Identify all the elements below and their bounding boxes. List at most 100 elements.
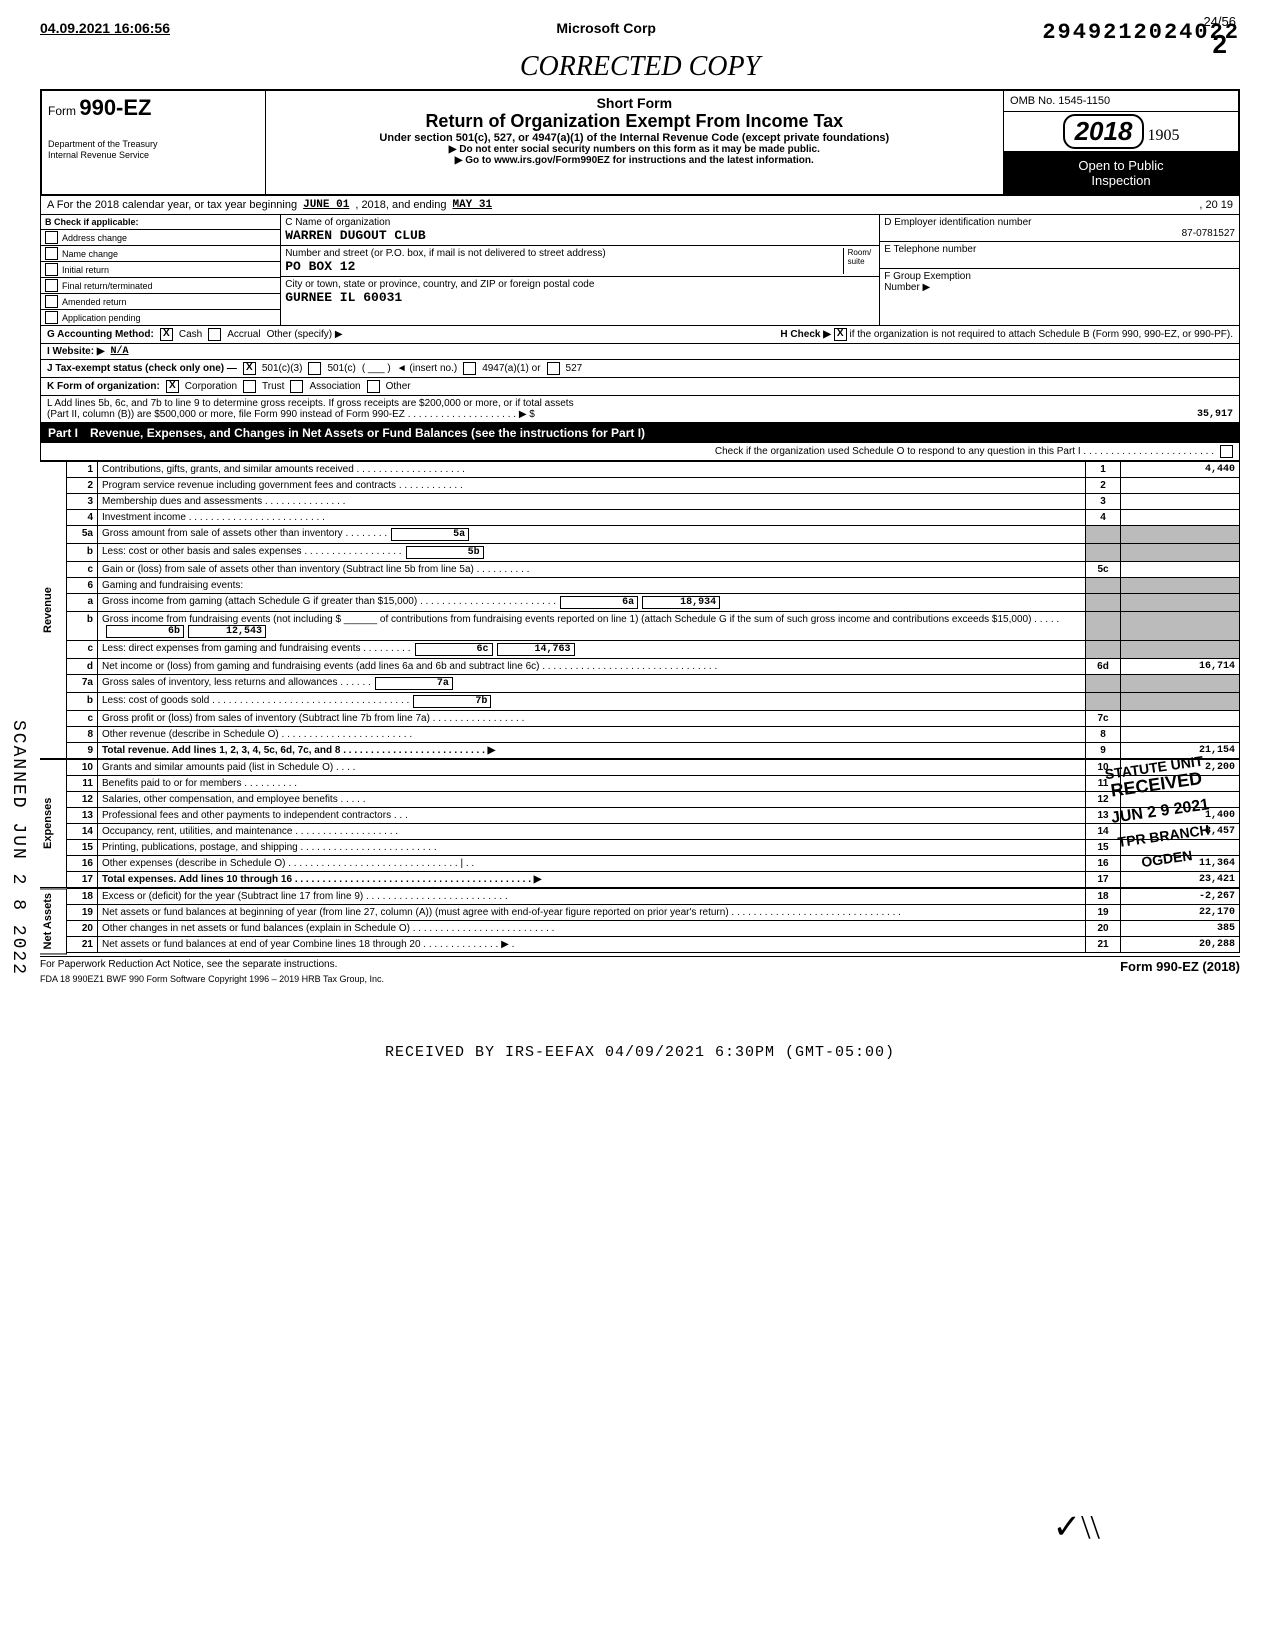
l6c-num: c xyxy=(67,641,98,659)
revenue-table: 1Contributions, gifts, grants, and simil… xyxy=(67,461,1240,759)
form-note2: ▶ Go to www.irs.gov/Form990EZ for instru… xyxy=(272,155,997,166)
l6d-num: d xyxy=(67,659,98,675)
chk-final-return[interactable] xyxy=(45,279,58,292)
l5a-num: 5a xyxy=(67,526,98,544)
l4-num: 4 xyxy=(67,510,98,526)
l6c-val: 14,763 xyxy=(497,643,575,656)
l5c-num: c xyxy=(67,562,98,578)
l6a-val: 18,934 xyxy=(642,596,720,609)
l10-desc: Grants and similar amounts paid (list in… xyxy=(98,760,1086,776)
chk-address-change[interactable] xyxy=(45,231,58,244)
l6b-amt xyxy=(1121,612,1240,641)
form-prefix: Form xyxy=(48,104,76,118)
l7b-amt xyxy=(1121,693,1240,711)
l7a-amt xyxy=(1121,675,1240,693)
l6-amt xyxy=(1121,578,1240,594)
l1-amt: 4,440 xyxy=(1121,462,1240,478)
l18-num: 18 xyxy=(67,889,98,905)
l8-col: 8 xyxy=(1086,727,1121,743)
box-b-header: B Check if applicable: xyxy=(41,215,280,230)
row-k-label: K Form of organization: xyxy=(47,381,160,392)
lbl-501c3: 501(c)(3) xyxy=(262,363,303,374)
chk-other-org[interactable] xyxy=(367,380,380,393)
row-a-prefix: A For the 2018 calendar year, or tax yea… xyxy=(47,199,297,211)
l6-num: 6 xyxy=(67,578,98,594)
l14-num: 14 xyxy=(67,824,98,840)
chk-schedule-b[interactable]: X xyxy=(834,328,847,341)
l3-amt xyxy=(1121,494,1240,510)
l6b-desc: Gross income from fundraising events (no… xyxy=(98,612,1086,641)
chk-corp[interactable]: X xyxy=(166,380,179,393)
l18-desc: Excess or (deficit) for the year (Subtra… xyxy=(98,889,1086,905)
l6a-box: 6a xyxy=(560,596,638,609)
lbl-address-change: Address change xyxy=(62,233,127,243)
irs-eefax-footer: RECEIVED BY IRS-EEFAX 04/09/2021 6:30PM … xyxy=(40,1044,1240,1061)
chk-527[interactable] xyxy=(547,362,560,375)
row-j-label: J Tax-exempt status (check only one) — xyxy=(47,363,237,374)
box-c-label: C Name of organization xyxy=(285,217,390,228)
l6a-num: a xyxy=(67,594,98,612)
l7c-amt xyxy=(1121,711,1240,727)
part1-label: Part I xyxy=(48,426,78,440)
l21-num: 21 xyxy=(67,937,98,953)
chk-trust[interactable] xyxy=(243,380,256,393)
l1-desc: Contributions, gifts, grants, and simila… xyxy=(98,462,1086,478)
l12-num: 12 xyxy=(67,792,98,808)
gross-receipts: 35,917 xyxy=(1197,409,1233,420)
lbl-name-change: Name change xyxy=(62,249,118,259)
l11-num: 11 xyxy=(67,776,98,792)
l7b-col xyxy=(1086,693,1121,711)
chk-501c[interactable] xyxy=(308,362,321,375)
chk-application-pending[interactable] xyxy=(45,311,58,324)
l6c-amt xyxy=(1121,641,1240,659)
form-subtitle: Under section 501(c), 527, or 4947(a)(1)… xyxy=(272,132,997,144)
l7a-desc: Gross sales of inventory, less returns a… xyxy=(98,675,1086,693)
l7a-box: 7a xyxy=(375,677,453,690)
chk-amended-return[interactable] xyxy=(45,295,58,308)
l5b-amt xyxy=(1121,544,1240,562)
l13-desc: Professional fees and other payments to … xyxy=(98,808,1086,824)
l19-desc: Net assets or fund balances at beginning… xyxy=(98,905,1086,921)
received-stamp: STATUTE UNIT RECEIVED JUN 2 9 2021 TPR B… xyxy=(1104,754,1217,874)
chk-cash[interactable]: X xyxy=(160,328,173,341)
corrected-copy-stamp: CORRECTED COPY xyxy=(40,51,1240,83)
chk-501c3[interactable]: X xyxy=(243,362,256,375)
chk-accrual[interactable] xyxy=(208,328,221,341)
l5b-box: 5b xyxy=(406,546,484,559)
org-address: PO BOX 12 xyxy=(285,259,355,274)
revenue-side-label: Revenue xyxy=(40,461,67,759)
l3-col: 3 xyxy=(1086,494,1121,510)
row-a-begin: JUNE 01 xyxy=(303,199,349,211)
l9-col: 9 xyxy=(1086,743,1121,759)
l4-col: 4 xyxy=(1086,510,1121,526)
chk-initial-return[interactable] xyxy=(45,263,58,276)
scanned-stamp: SCANNED JUN 2 8 2022 xyxy=(8,720,28,976)
lbl-initial-return: Initial return xyxy=(62,265,109,275)
l3-num: 3 xyxy=(67,494,98,510)
row-l-line1: L Add lines 5b, 6c, and 7b to line 9 to … xyxy=(47,398,1233,409)
l18-col: 18 xyxy=(1086,889,1121,905)
l7b-desc: Less: cost of goods sold . . . . . . . .… xyxy=(98,693,1086,711)
chk-assoc[interactable] xyxy=(290,380,303,393)
l7c-num: c xyxy=(67,711,98,727)
chk-4947[interactable] xyxy=(463,362,476,375)
row-l-line2: (Part II, column (B)) are $500,000 or mo… xyxy=(47,409,535,420)
l6b-box: 6b xyxy=(106,625,184,638)
lbl-assoc: Association xyxy=(309,381,360,392)
chk-name-change[interactable] xyxy=(45,247,58,260)
lbl-4947: 4947(a)(1) or xyxy=(482,363,540,374)
row-a-end: MAY 31 xyxy=(452,199,492,211)
l6b-val: 12,543 xyxy=(188,625,266,638)
netassets-side-label: Net Assets xyxy=(40,888,67,954)
l5a-amt xyxy=(1121,526,1240,544)
l8-desc: Other revenue (describe in Schedule O) .… xyxy=(98,727,1086,743)
l11-desc: Benefits paid to or for members . . . . … xyxy=(98,776,1086,792)
lbl-other-method: Other (specify) ▶ xyxy=(267,329,343,340)
l21-desc: Net assets or fund balances at end of ye… xyxy=(98,937,1086,953)
footer-pra: For Paperwork Reduction Act Notice, see … xyxy=(40,959,337,974)
l6-col xyxy=(1086,578,1121,594)
l7c-desc: Gross profit or (loss) from sales of inv… xyxy=(98,711,1086,727)
box-e-label: E Telephone number xyxy=(884,244,976,255)
l4-amt xyxy=(1121,510,1240,526)
chk-schedule-o[interactable] xyxy=(1220,445,1233,458)
